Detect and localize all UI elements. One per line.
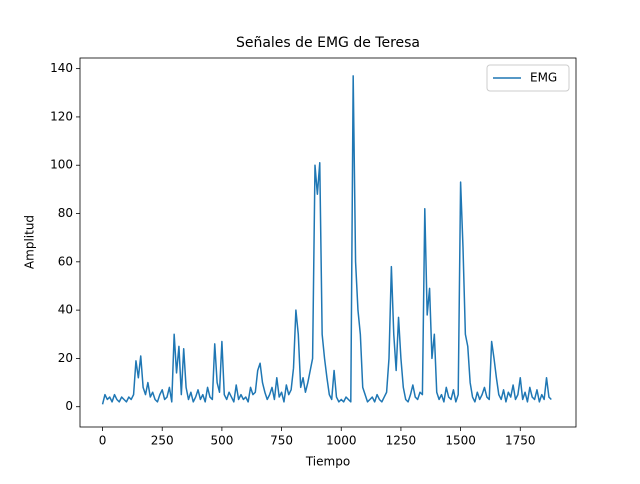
y-tick-label: 40: [58, 303, 73, 317]
x-tick-label: 1000: [326, 434, 357, 448]
x-axis-label: Tiempo: [305, 455, 350, 469]
x-tick-label: 0: [99, 434, 107, 448]
y-tick-label: 0: [65, 399, 73, 413]
y-axis-label: Amplitud: [23, 215, 37, 269]
y-tick-label: 120: [50, 109, 73, 123]
x-tick-label: 750: [270, 434, 293, 448]
x-tick-label: 1500: [445, 434, 476, 448]
legend-label: EMG: [530, 71, 557, 85]
y-tick-label: 80: [58, 206, 73, 220]
x-tick-label: 250: [151, 434, 174, 448]
line: [101, 75, 552, 405]
plot-frame: [79, 57, 577, 428]
chart-title: Señales de EMG de Teresa: [236, 35, 420, 51]
x-tick-label: 1750: [505, 434, 536, 448]
y-tick-label: 100: [50, 158, 73, 172]
x-tick-label: 500: [210, 434, 233, 448]
legend-box: [486, 64, 570, 92]
x-tick-label: 1250: [386, 434, 417, 448]
y-tick-label: 20: [58, 351, 73, 365]
y-tick-label: 140: [50, 61, 73, 75]
y-tick-label: 60: [58, 254, 73, 268]
